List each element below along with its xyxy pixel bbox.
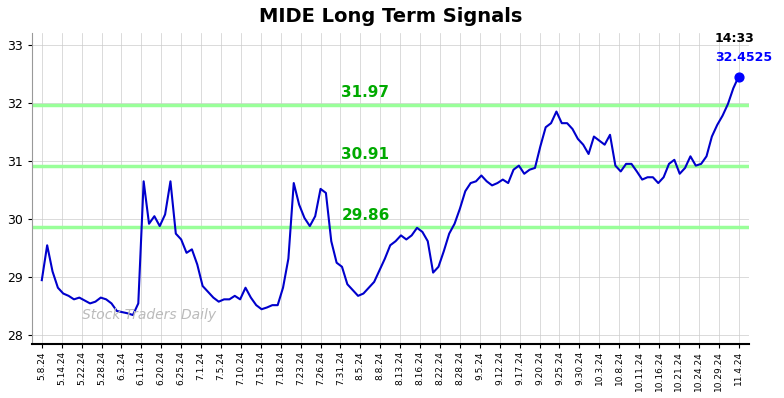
- Text: 14:33: 14:33: [715, 31, 754, 45]
- Text: 29.86: 29.86: [342, 208, 390, 223]
- Point: [732, 73, 745, 80]
- Text: 32.4525: 32.4525: [715, 51, 772, 64]
- Text: 30.91: 30.91: [342, 147, 390, 162]
- Title: MIDE Long Term Signals: MIDE Long Term Signals: [259, 7, 522, 26]
- Text: Stock Traders Daily: Stock Traders Daily: [82, 308, 216, 322]
- Text: 31.97: 31.97: [342, 86, 390, 101]
